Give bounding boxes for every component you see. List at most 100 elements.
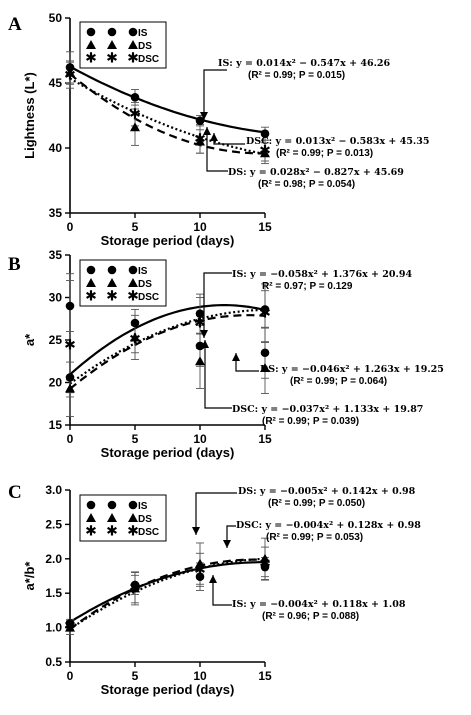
data-point-dsc: ✱ [129, 580, 141, 596]
equation-stats: (R² = 0.96; P = 0.088) [262, 611, 359, 622]
fit-line-ds [69, 73, 265, 155]
fit-line-dsc [69, 557, 266, 630]
data-point-dsc: ✱ [194, 562, 206, 578]
arrow-head [200, 330, 208, 338]
data-point-is [195, 341, 205, 351]
legend-label-is: IS [138, 501, 148, 512]
data-point-is [195, 116, 205, 125]
annotation-arrow [203, 272, 232, 338]
y-tick-label: 45 [49, 76, 63, 90]
equation-annotation-is: IS: y = −0.004x² + 0.118x + 1.08(R² = 0.… [209, 575, 406, 622]
equation-text: IS: y = 0.014x² − 0.547x + 46.26 [218, 58, 390, 69]
legend-marker-ds [107, 278, 117, 287]
equation-annotation-dsc: DSC: y = −0.037x² + 1.133x + 19.87(R² = … [201, 340, 423, 427]
fit-line-is [69, 561, 265, 624]
fit-line-is [69, 304, 266, 376]
fit-line-ds [69, 558, 266, 630]
data-point-ds [260, 553, 270, 563]
data-point-ds [260, 148, 270, 158]
data-point-ds [130, 332, 140, 342]
data-point-ds [65, 622, 75, 632]
x-tick-label: 0 [67, 432, 74, 446]
legend-label-ds: DS [138, 41, 152, 52]
chart-panel-B: B 15 20 25 30 35 0 5 10 15 Storage period (days) a*… [8, 248, 444, 460]
annotation-arrow [206, 127, 228, 172]
y-tick-label: 20 [49, 376, 63, 390]
chart-panel-C: C 0.5 1.0 1.5 2.0 2.5 3.0 0 5 10 15 Storage period … [8, 482, 421, 697]
data-point-dsc: ✱ [64, 618, 76, 634]
annotation-arrow [195, 492, 237, 535]
legend-label-dsc: DSC [138, 527, 159, 538]
equation-text: DSC: y = −0.037x² + 1.133x + 19.87 [232, 404, 423, 415]
x-axis-label: Storage period (days) [101, 233, 235, 248]
data-point-is [130, 318, 140, 328]
x-axis-label: Storage period (days) [101, 445, 235, 460]
data-point-ds [195, 558, 205, 568]
arrow-head [200, 112, 208, 120]
annotation-arrow [235, 353, 259, 372]
y-axis-label: Lightness (L*) [22, 72, 37, 159]
legend-marker-is [107, 265, 117, 275]
y-tick-label: 35 [49, 248, 63, 262]
y-axis-label: a*/b* [22, 561, 37, 591]
data-point-dsc: ✱ [129, 332, 141, 348]
equation-stats: (R² = 0.99; P = 0.015) [248, 70, 345, 81]
data-point-is [195, 572, 205, 581]
data-point-ds [65, 67, 75, 77]
data-point-dsc: ✱ [259, 143, 271, 159]
arrow-head [201, 340, 209, 348]
y-axis-label: a* [22, 333, 37, 346]
data-point-dsc: ✱ [129, 107, 141, 123]
legend-marker-dsc: ✱ [85, 524, 97, 540]
equation-stats: (R² = 0.98; P = 0.054) [258, 179, 355, 190]
legend-label-is: IS [138, 266, 148, 277]
arrow-head [209, 575, 217, 583]
equation-text: DS: y = −0.005x² + 0.142x + 0.98 [238, 486, 416, 497]
fit-line-dsc [69, 77, 266, 156]
equation-text: DS: y = −0.046x² + 1.263x + 19.25 [260, 364, 444, 375]
y-tick-label: 15 [49, 418, 63, 432]
y-tick-label: 3.0 [45, 483, 62, 497]
fit-line-ds [69, 314, 266, 390]
x-tick-label: 15 [258, 669, 272, 683]
chart-panel-A: A 35 40 45 50 0 5 10 15 Storage period (days) Ligh… [8, 11, 429, 248]
data-point-ds [130, 122, 140, 132]
arrow-head [223, 540, 231, 548]
x-tick-label: 0 [67, 669, 74, 683]
data-point-ds [130, 583, 140, 593]
y-tick-label: 0.5 [45, 655, 62, 669]
x-tick-label: 15 [258, 220, 272, 234]
legend-marker-is [86, 265, 96, 275]
legend-label-dsc: DSC [138, 292, 159, 303]
data-point-is [260, 348, 270, 358]
y-tick-label: 35 [49, 206, 63, 220]
equation-text: DSC: y = −0.004x² + 0.128x + 0.98 [236, 520, 421, 531]
x-tick-label: 10 [193, 669, 207, 683]
data-point-is [130, 93, 140, 102]
annotation-arrow [203, 69, 227, 120]
legend-label-dsc: DSC [138, 54, 159, 65]
panel-letter: C [8, 482, 22, 503]
legend-marker-ds [86, 278, 96, 287]
legend-marker-is [86, 500, 96, 510]
legend-marker-ds [107, 40, 117, 49]
arrow-head [203, 127, 211, 135]
legend-marker-is [107, 27, 117, 37]
annotation-arrow [204, 340, 232, 409]
y-tick-label: 2.0 [45, 552, 62, 566]
data-point-is [260, 305, 270, 314]
arrow-head [192, 527, 200, 535]
legend-marker-ds [107, 513, 117, 522]
equation-stats: (R² = 0.99; P = 0.050) [268, 498, 365, 509]
equation-stats: (R² = 0.99; P = 0.013) [276, 148, 373, 159]
data-point-dsc: ✱ [194, 316, 206, 332]
legend-marker-is [128, 27, 138, 37]
legend-marker-dsc: ✱ [127, 51, 139, 67]
equation-annotation-is: IS: y = 0.014x² − 0.547x + 46.26(R² = 0.… [200, 58, 390, 120]
equation-stats: (R² = 0.99; P = 0.039) [262, 416, 359, 427]
data-point-dsc: ✱ [64, 68, 76, 84]
